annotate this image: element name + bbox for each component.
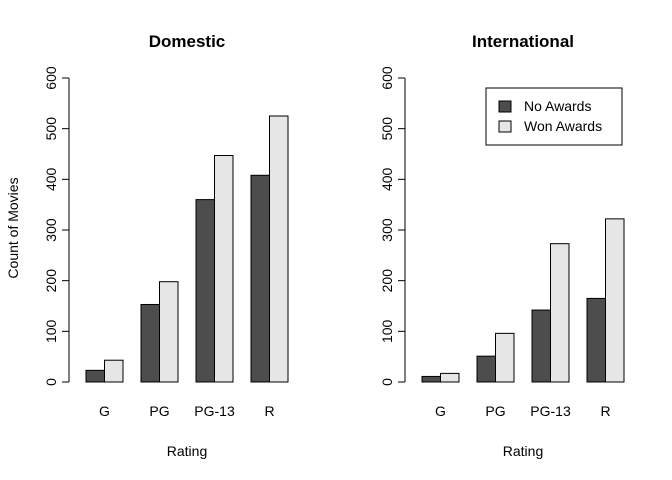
bar-pg-13-no-awards <box>531 309 551 383</box>
x-tick-label: PG <box>149 403 169 419</box>
bar-r-no-awards <box>250 174 270 383</box>
legend-box <box>485 87 623 146</box>
bar-g-won-awards <box>440 372 460 383</box>
x-tick-label: PG <box>485 403 505 419</box>
y-tick-label: 100 <box>379 319 395 343</box>
chart-title: International <box>472 32 574 51</box>
y-tick-label: 200 <box>379 269 395 293</box>
x-tick-label: PG-13 <box>530 403 571 419</box>
legend-swatch <box>498 120 512 133</box>
bar-pg-13-no-awards <box>195 199 215 383</box>
y-axis-label: Count of Movies <box>5 177 21 278</box>
y-tick-label: 600 <box>43 66 59 90</box>
x-tick-label: R <box>600 403 610 419</box>
bar-r-won-awards <box>269 115 289 383</box>
x-tick-label: PG-13 <box>194 403 235 419</box>
y-tick-label: 0 <box>43 378 59 386</box>
y-tick-label: 300 <box>379 218 395 242</box>
x-axis-label: Rating <box>503 443 543 459</box>
y-tick-label: 400 <box>43 167 59 191</box>
y-tick-label: 100 <box>43 319 59 343</box>
x-tick-label: G <box>99 403 110 419</box>
bar-g-no-awards <box>421 375 441 383</box>
bar-pg-13-won-awards <box>550 243 570 383</box>
bar-r-no-awards <box>586 297 606 383</box>
bar-pg-won-awards <box>495 332 515 383</box>
legend-label: No Awards <box>524 98 591 114</box>
y-tick-label: 200 <box>43 269 59 293</box>
y-tick-label: 0 <box>379 378 395 386</box>
x-axis-label: Rating <box>167 443 207 459</box>
bar-pg-no-awards <box>140 303 160 383</box>
y-tick-label: 500 <box>379 117 395 141</box>
y-tick-label: 400 <box>379 167 395 191</box>
legend-label: Won Awards <box>524 118 602 134</box>
bar-pg-no-awards <box>476 355 496 383</box>
x-tick-label: R <box>264 403 274 419</box>
x-tick-label: G <box>435 403 446 419</box>
legend-swatch <box>498 100 512 113</box>
y-tick-label: 600 <box>379 66 395 90</box>
bar-pg-13-won-awards <box>214 155 234 383</box>
bar-r-won-awards <box>605 218 625 383</box>
y-tick-label: 300 <box>43 218 59 242</box>
bar-g-no-awards <box>85 369 105 383</box>
bar-pg-won-awards <box>159 281 179 383</box>
bar-g-won-awards <box>104 359 124 383</box>
chart-title: Domestic <box>149 32 226 51</box>
y-tick-label: 500 <box>43 117 59 141</box>
